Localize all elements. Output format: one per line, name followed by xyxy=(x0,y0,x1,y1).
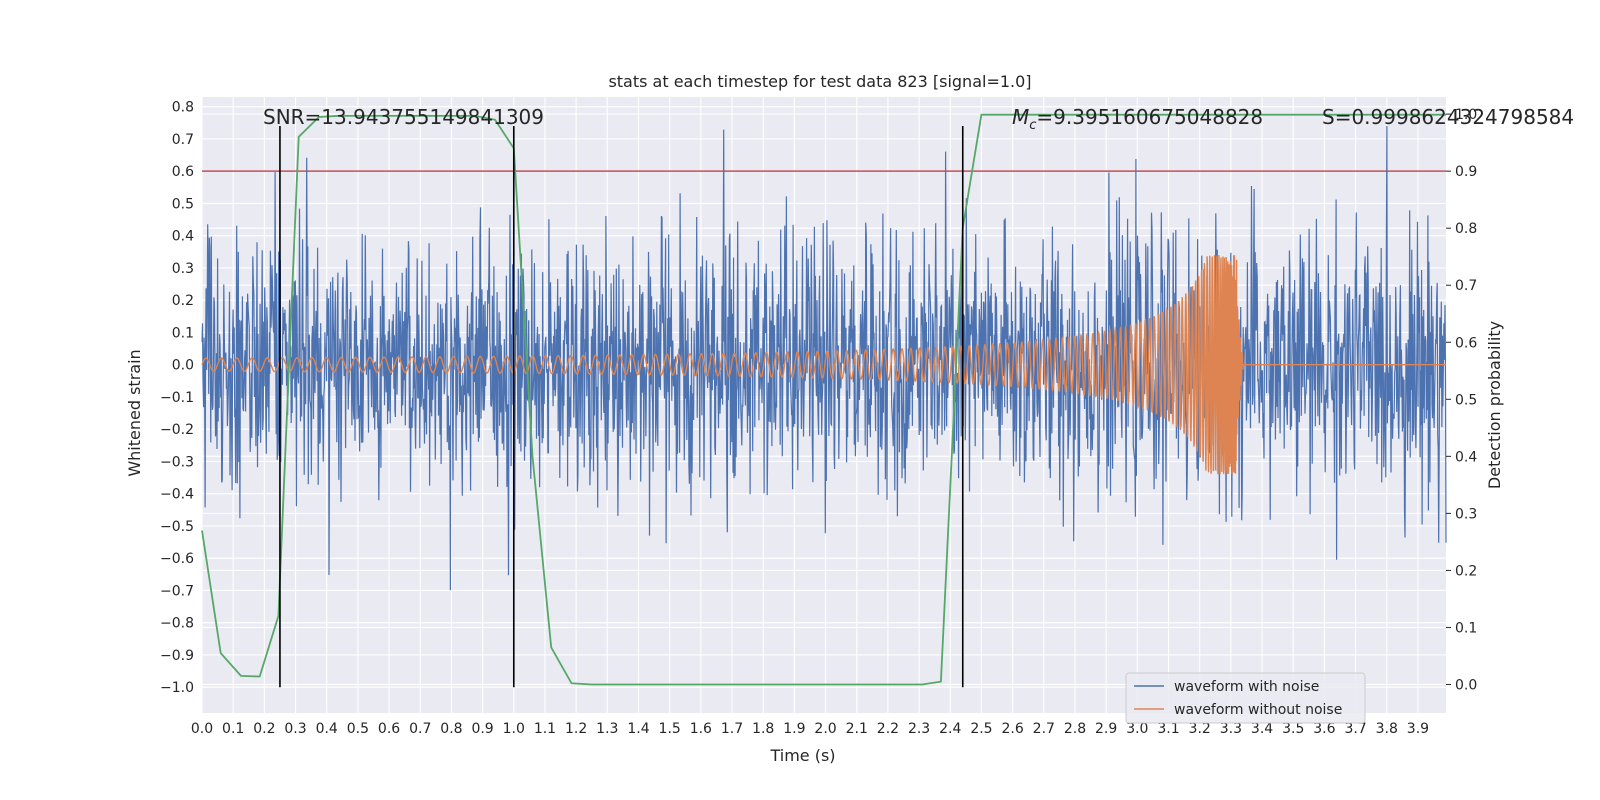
y2-tick-label: 0.0 xyxy=(1455,677,1477,693)
chirp-mass-subscript: c xyxy=(1029,118,1036,133)
x-tick-label: 0.5 xyxy=(347,721,369,737)
y2-tick-label: 1.0 xyxy=(1455,107,1477,123)
x-tick-label: 0.9 xyxy=(471,721,493,737)
x-tick-label: 0.0 xyxy=(191,721,213,737)
y-tick-label: 0.1 xyxy=(172,325,194,341)
x-tick-label: 1.8 xyxy=(752,721,774,737)
x-tick-label: 1.7 xyxy=(721,721,743,737)
chirp-mass-annotation: Mc=9.395160675048828 xyxy=(1012,105,1263,133)
y-tick-label: −0.9 xyxy=(160,648,194,664)
x-tick-label: 3.7 xyxy=(1344,721,1366,737)
y2-tick-label: 0.5 xyxy=(1455,392,1477,408)
y-tick-label: −0.3 xyxy=(160,454,194,470)
x-tick-label: 0.8 xyxy=(440,721,462,737)
y-tick-label: 0.0 xyxy=(172,358,194,374)
y2-tick-label: 0.7 xyxy=(1455,278,1477,294)
x-tick-label: 3.9 xyxy=(1407,721,1429,737)
y-tick-label: 0.3 xyxy=(172,261,194,277)
x-tick-label: 3.0 xyxy=(1126,721,1148,737)
x-tick-label: 3.6 xyxy=(1313,721,1335,737)
y-tick-label: −0.6 xyxy=(160,551,194,567)
x-tick-label: 1.0 xyxy=(503,721,525,737)
legend-label-noise: waveform with noise xyxy=(1174,679,1319,695)
legend-label-clean: waveform without noise xyxy=(1174,702,1342,718)
x-tick-label: 3.4 xyxy=(1251,721,1273,737)
y-tick-label: −0.1 xyxy=(160,390,194,406)
legend: waveform with noise waveform without noi… xyxy=(1125,672,1366,724)
x-tick-label: 0.2 xyxy=(253,721,275,737)
event-markers xyxy=(279,126,964,688)
y-tick-label: 0.7 xyxy=(172,132,194,148)
y-tick-label: 0.4 xyxy=(172,229,194,245)
x-tick-label: 3.1 xyxy=(1157,721,1179,737)
y2-tick-label: 0.1 xyxy=(1455,620,1477,636)
y-tick-label: 0.8 xyxy=(172,100,194,116)
x-tick-label: 3.3 xyxy=(1220,721,1242,737)
chart-title: stats at each timestep for test data 823… xyxy=(608,72,1031,91)
y2-tick-label: 0.3 xyxy=(1455,506,1477,522)
x-tick-label: 2.2 xyxy=(877,721,899,737)
x-tick-label: 2.9 xyxy=(1095,721,1117,737)
x-tick-label: 1.9 xyxy=(783,721,805,737)
y2-tick-label: 0.2 xyxy=(1455,563,1477,579)
x-tick-label: 2.3 xyxy=(908,721,930,737)
x-tick-label: 3.2 xyxy=(1189,721,1211,737)
y-tick-label: 0.2 xyxy=(172,293,194,309)
x-tick-label: 2.4 xyxy=(939,721,961,737)
y-tick-label: −1.0 xyxy=(160,680,194,696)
x-tick-label: 2.6 xyxy=(1001,721,1023,737)
y2-tick-label: 0.8 xyxy=(1455,221,1477,237)
s-annotation: S=0.9998624324798584 xyxy=(1322,105,1574,129)
snr-annotation: SNR=13.943755149841309 xyxy=(263,105,544,129)
y-tick-label: −0.8 xyxy=(160,616,194,632)
x-tick-label: 2.0 xyxy=(814,721,836,737)
x-tick-label: 2.5 xyxy=(970,721,992,737)
y-tick-label: −0.2 xyxy=(160,422,194,438)
x-tick-label: 0.7 xyxy=(409,721,431,737)
chirp-mass-value: =9.395160675048828 xyxy=(1036,105,1263,129)
y-tick-label: −0.4 xyxy=(160,487,194,503)
chirp-mass-symbol: M xyxy=(1012,105,1029,129)
y-axis-ticks: 0.8 0.7 0.6 0.5 0.4 0.3 0.2 0.1 0.0 −0.1 −0.2 −0.3 −… xyxy=(160,100,194,697)
series-layer xyxy=(201,113,1447,686)
x-tick-label: 1.3 xyxy=(596,721,618,737)
y-tick-label: 0.6 xyxy=(172,164,194,180)
x-axis-label: Time (s) xyxy=(769,746,835,765)
y2-axis-ticks: 1.0 0.9 0.8 0.7 0.6 0.5 0.4 0.3 0.2 0.1 0.0 xyxy=(1446,107,1477,693)
x-tick-label: 1.2 xyxy=(565,721,587,737)
y-tick-label: 0.5 xyxy=(172,196,194,212)
x-tick-label: 3.8 xyxy=(1376,721,1398,737)
y2-tick-label: 0.9 xyxy=(1455,164,1477,180)
y2-tick-label: 0.4 xyxy=(1455,449,1477,465)
x-tick-label: 2.1 xyxy=(846,721,868,737)
x-tick-label: 0.1 xyxy=(222,721,244,737)
y-tick-label: −0.5 xyxy=(160,519,194,535)
x-tick-label: 2.8 xyxy=(1064,721,1086,737)
x-tick-label: 1.6 xyxy=(690,721,712,737)
series-line-chirp xyxy=(201,255,1446,475)
x-tick-label: 1.5 xyxy=(659,721,681,737)
x-tick-label: 1.4 xyxy=(627,721,649,737)
x-tick-label: 0.6 xyxy=(378,721,400,737)
x-tick-label: 0.4 xyxy=(316,721,338,737)
x-tick-label: 2.7 xyxy=(1033,721,1055,737)
x-tick-label: 1.1 xyxy=(534,721,556,737)
y-tick-label: −0.7 xyxy=(160,583,194,599)
y2-axis-label: Detection probability xyxy=(1485,321,1504,489)
y-axis-label: Whitened strain xyxy=(125,349,144,476)
x-axis-ticks: 0.0 0.1 0.2 0.3 0.4 0.5 0.6 0.7 0.8 0.9 1.0 1.1 1.2 1… xyxy=(191,721,1429,737)
x-tick-label: 3.5 xyxy=(1282,721,1304,737)
series-line-detection xyxy=(201,113,1446,686)
x-tick-label: 0.3 xyxy=(284,721,306,737)
y2-tick-label: 0.6 xyxy=(1455,335,1477,351)
